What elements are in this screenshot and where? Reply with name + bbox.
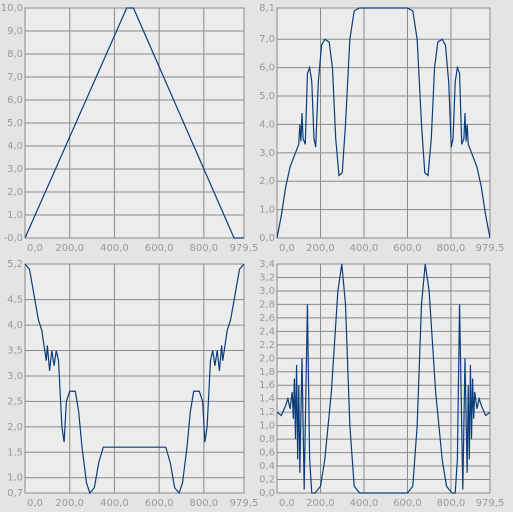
x-tick-label: 200,0 [306,243,335,254]
y-tick-label: 1,2 [259,407,275,418]
plot-area [276,263,491,494]
y-tick-label: 5,2 [7,259,23,270]
plot-area [24,263,245,494]
y-tick-label: 2,8 [259,299,275,310]
y-tick-label: 2,0 [259,176,275,187]
y-tick-label: 5,0 [7,118,23,129]
y-tick-label: 3,0 [7,371,23,382]
data-line [277,7,490,239]
plot-area [276,7,491,239]
y-tick-label: 2,0 [259,353,275,364]
x-tick-label: 400,0 [350,498,379,509]
y-tick-label: 2,5 [7,396,23,407]
y-tick-label: 2,0 [7,187,23,198]
y-tick-label: 1,0 [259,421,275,432]
x-tick-label: 600,0 [393,498,422,509]
y-tick-label: 10,0 [1,3,23,14]
data-line [277,263,490,494]
y-tick-label: 9,0 [7,26,23,37]
y-tick-label: 2,4 [259,326,275,337]
y-tick-label: 0,2 [259,475,275,486]
x-tick-label: 979,5 [476,498,505,509]
y-tick-label: 8,1 [259,3,275,14]
y-tick-label: 1,5 [7,447,23,458]
y-tick-label: 3,2 [259,272,275,283]
y-tick-label: 0,7 [7,488,23,499]
x-tick-label: 400,0 [350,243,379,254]
y-tick-label: 6,0 [7,95,23,106]
x-tick-label: 400,0 [100,498,129,509]
y-tick-label: 3,5 [7,346,23,357]
y-tick-label: -0,0 [3,233,23,244]
y-tick-label: 3,4 [259,259,275,270]
y-tick-label: 1,0 [7,473,23,484]
y-tick-label: 0,0 [259,233,275,244]
x-tick-label: 200,0 [306,498,335,509]
y-tick-label: 5,0 [259,91,275,102]
y-tick-label: 7,0 [7,72,23,83]
data-line [25,7,244,239]
x-tick-label: 979,5 [230,243,259,254]
y-tick-label: 0,8 [259,434,275,445]
y-tick-label: 1,8 [259,367,275,378]
y-tick-label: 3,0 [259,286,275,297]
y-tick-label: 0,0 [259,488,275,499]
y-tick-label: 3,0 [7,164,23,175]
y-tick-label: 2,0 [7,422,23,433]
y-tick-label: 6,0 [259,63,275,74]
x-tick-label: 0,0 [27,498,43,509]
x-tick-label: 800,0 [437,498,466,509]
x-tick-label: 600,0 [393,243,422,254]
y-tick-label: 4,0 [7,141,23,152]
y-tick-label: 2,2 [259,340,275,351]
y-tick-label: 1,0 [259,205,275,216]
y-tick-label: 1,6 [259,380,275,391]
y-tick-label: 2,6 [259,313,275,324]
y-tick-label: 3,0 [259,148,275,159]
x-tick-label: 200,0 [55,243,84,254]
x-tick-label: 800,0 [190,243,219,254]
data-line [25,263,244,494]
y-tick-label: 4,0 [7,320,23,331]
x-tick-label: 979,5 [230,498,259,509]
x-tick-label: 200,0 [55,498,84,509]
x-tick-label: 0,0 [279,243,295,254]
x-tick-label: 800,0 [437,243,466,254]
x-tick-label: 0,0 [27,243,43,254]
y-tick-label: 1,4 [259,394,275,405]
x-tick-label: 600,0 [145,498,174,509]
y-tick-label: 4,5 [7,295,23,306]
y-tick-label: 1,0 [7,210,23,221]
x-tick-label: 800,0 [190,498,219,509]
x-tick-label: 400,0 [100,243,129,254]
y-tick-label: 0,4 [259,461,275,472]
y-tick-label: 7,0 [259,34,275,45]
x-tick-label: 0,0 [279,498,295,509]
y-tick-label: 8,0 [7,49,23,60]
x-tick-label: 600,0 [145,243,174,254]
y-tick-label: 0,6 [259,448,275,459]
y-tick-label: 4,0 [259,119,275,130]
x-tick-label: 979,5 [476,243,505,254]
